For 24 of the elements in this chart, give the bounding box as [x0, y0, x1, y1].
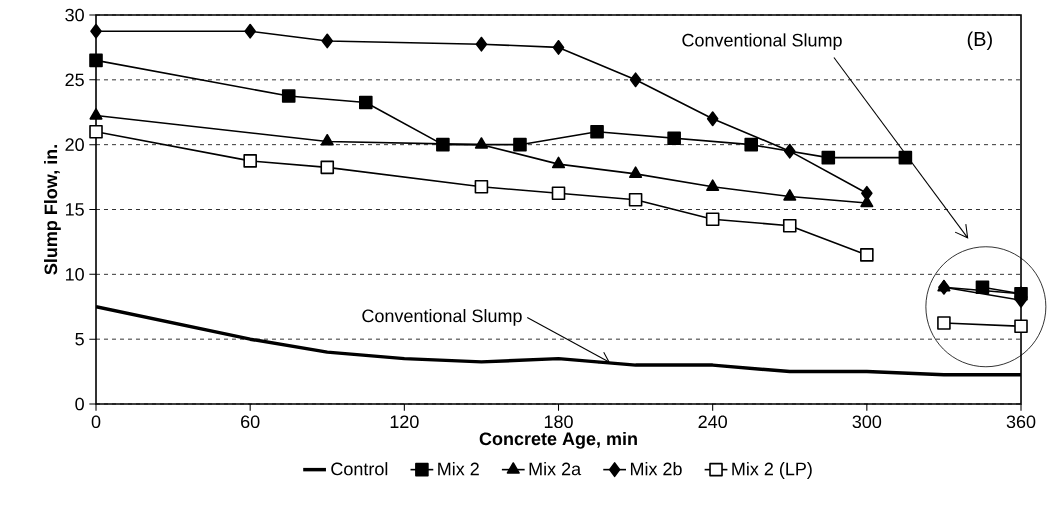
x-tick-label: 120	[390, 415, 419, 429]
y-tick-label: 10	[65, 267, 84, 281]
y-tick-label: 15	[65, 203, 84, 216]
y-tick-label: 0	[75, 397, 84, 411]
y-tick-label: 5	[75, 332, 84, 346]
annotation: Conventional Slump	[362, 309, 522, 326]
y-tick-label: 25	[65, 73, 84, 87]
annotation: Conventional Slump	[682, 33, 842, 51]
x-tick-label: 0	[91, 415, 101, 429]
legend-label: Mix 2b	[630, 462, 682, 476]
legend-label: Mix 2 (LP)	[732, 462, 812, 479]
legend-label: Mix 2a	[529, 462, 582, 476]
y-tick-label: 30	[65, 8, 84, 22]
annotation: (B)	[967, 31, 992, 51]
x-tick-label: 60	[241, 415, 260, 429]
legend-label: Mix 2	[438, 462, 479, 476]
x-tick-label: 240	[698, 415, 727, 429]
y-axis-title: Slump Flow, in.	[44, 145, 61, 275]
x-tick-label: 180	[544, 415, 573, 429]
legend-label: Control	[331, 462, 388, 476]
x-tick-label: 300	[852, 415, 882, 429]
x-axis-title: Concrete Age, min	[479, 431, 637, 449]
x-tick-label: 360	[1006, 415, 1036, 429]
y-tick-label: 20	[65, 138, 84, 152]
